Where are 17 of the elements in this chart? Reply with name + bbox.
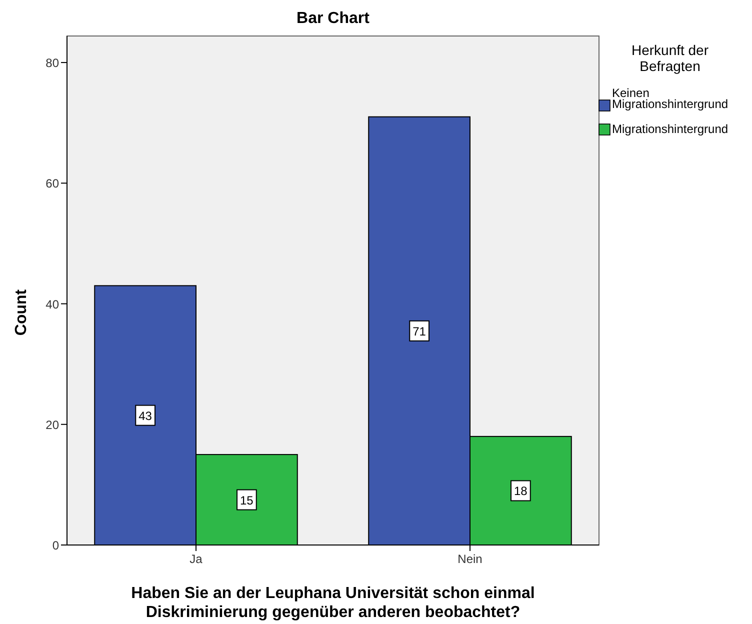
y-tick-label: 20 [46, 418, 60, 432]
legend-label: Migrationshintergrund [612, 122, 728, 136]
data-label: 18 [514, 484, 528, 498]
y-tick-label: 80 [46, 56, 60, 70]
y-axis-title: Count [13, 288, 30, 336]
legend-title: Herkunft der Befragten [631, 42, 709, 74]
data-label: 15 [240, 493, 254, 508]
data-label: 43 [138, 408, 152, 423]
chart-title: Bar Chart [296, 10, 370, 27]
y-tick-label: 60 [46, 176, 60, 191]
x-axis-title: Haben Sie an der Leuphana Universität schon einmal Diskriminierung gegenüber anderen beobachtet? [131, 585, 535, 621]
y-tick-label: 0 [52, 538, 60, 552]
x-tick-label: Ja [190, 552, 203, 566]
legend-label: Keinen Migrationshintergrund [612, 86, 728, 111]
data-label: 71 [412, 324, 426, 338]
y-tick-label: 40 [46, 297, 60, 312]
x-tick-label: Nein [458, 552, 482, 566]
